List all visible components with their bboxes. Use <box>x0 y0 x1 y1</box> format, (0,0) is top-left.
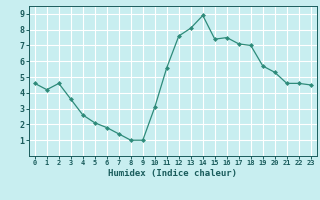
X-axis label: Humidex (Indice chaleur): Humidex (Indice chaleur) <box>108 169 237 178</box>
